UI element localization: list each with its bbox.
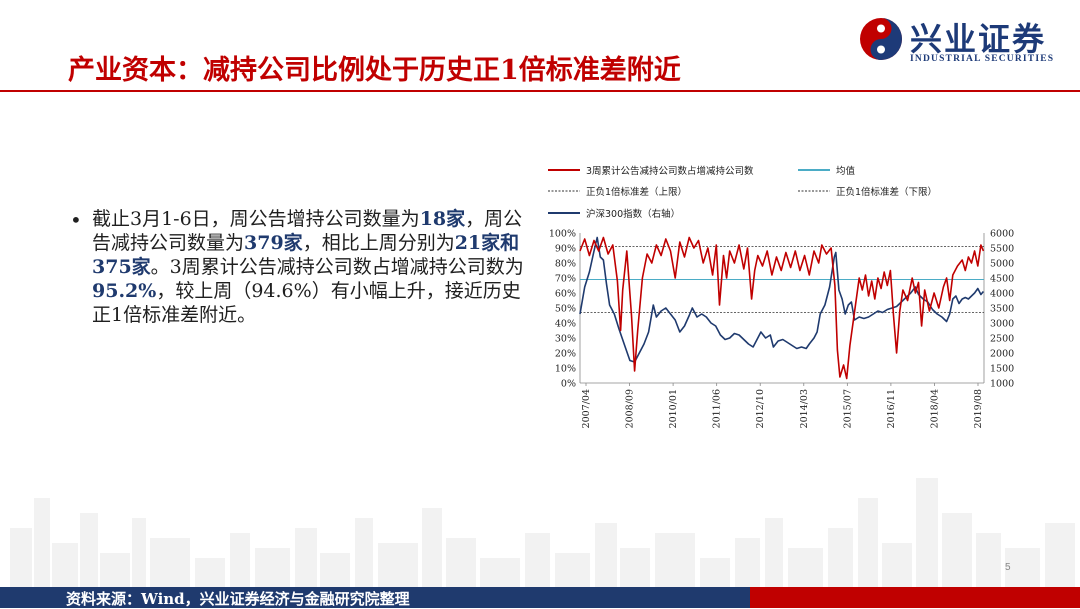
x-tick-label: 2019/08 (973, 389, 984, 428)
slide-title: 产业资本：减持公司比例处于历史正1倍标准差附近 (68, 55, 681, 86)
left-tick-label: 20% (555, 349, 576, 360)
right-tick-label: 6000 (990, 229, 1014, 240)
left-tick-label: 50% (555, 304, 576, 315)
footer-accent (750, 587, 1080, 608)
right-tick-label: 2000 (990, 349, 1014, 360)
right-tick-label: 3000 (990, 319, 1014, 330)
page-number: 5 (1005, 562, 1011, 573)
right-tick-label: 5500 (990, 244, 1014, 255)
x-tick-label: 2012/10 (755, 389, 766, 428)
x-tick-label: 2015/07 (842, 389, 853, 428)
logo-english-name: INDUSTRIAL SECURITIES (910, 54, 1055, 64)
source-note: 资料来源：Wind，兴业证券经济与金融研究院整理 (66, 590, 410, 608)
reduction-ratio-series (579, 236, 985, 380)
x-tick-label: 2008/09 (625, 389, 636, 428)
bullet-segment: ，相比上周分别为 (302, 232, 455, 254)
legend-label: 均值 (836, 165, 856, 177)
logo-swirl-icon (860, 18, 902, 60)
legend-label: 正负1倍标准差（下限） (836, 186, 937, 198)
legend-label: 3周累计公告减持公司数占增减持公司数 (586, 165, 754, 177)
company-logo: 兴业证券 INDUSTRIAL SECURITIES (858, 14, 1068, 68)
right-tick-label: 3500 (990, 304, 1014, 315)
x-tick-label: 2018/04 (929, 389, 940, 428)
x-tick-label: 2010/01 (668, 389, 679, 428)
bullet-segment: ，较上周（94.6%）有小幅上升，接近历史正1倍标准差附近。 (92, 280, 521, 326)
right-tick-label: 2500 (990, 334, 1014, 345)
x-tick-label: 2016/11 (886, 389, 897, 428)
left-tick-label: 90% (555, 244, 576, 255)
x-tick-label: 2007/04 (581, 389, 592, 428)
right-tick-label: 5000 (990, 259, 1014, 270)
left-tick-label: 30% (555, 334, 576, 345)
left-tick-label: 10% (555, 364, 576, 375)
highlight-value: 379家 (244, 232, 303, 254)
logo-chinese-name: 兴业证券 (910, 20, 1047, 58)
bullet-segment: 截止3月1-6日，周公告增持公司数量为 (92, 208, 420, 230)
bullet-segment: 。3周累计公告减持公司数占增减持公司数为 (150, 256, 524, 278)
right-tick-label: 1500 (990, 364, 1014, 375)
x-tick-label: 2011/06 (712, 389, 723, 428)
highlight-value: 18家 (419, 208, 466, 230)
city-skyline-decoration (10, 478, 1075, 608)
summary-bullet-text: 截止3月1-6日，周公告增持公司数量为18家，周公告减持公司数量为379家，相比… (92, 207, 532, 327)
left-tick-label: 40% (555, 319, 576, 330)
left-tick-label: 70% (555, 274, 576, 285)
left-tick-label: 100% (549, 229, 576, 240)
left-tick-label: 60% (555, 289, 576, 300)
right-tick-label: 1000 (990, 379, 1014, 390)
bullet-marker: • (70, 208, 82, 232)
left-tick-label: 0% (561, 379, 576, 390)
right-tick-label: 4500 (990, 274, 1014, 285)
highlight-value: 95.2% (92, 280, 157, 302)
legend-label: 沪深300指数（右轴） (586, 208, 680, 220)
title-divider (0, 90, 1080, 92)
right-tick-label: 4000 (990, 289, 1014, 300)
csi300-series (579, 236, 985, 363)
bullet-segment: ，周公告减持公司数量为 (92, 208, 523, 254)
highlight-value: 21家和375家 (92, 232, 520, 278)
legend-label: 正负1倍标准差（上限） (586, 186, 687, 198)
x-tick-label: 2014/03 (799, 389, 810, 428)
left-tick-label: 80% (555, 259, 576, 270)
